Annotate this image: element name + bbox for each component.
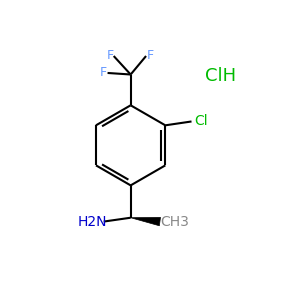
Text: F: F <box>146 49 154 62</box>
Text: F: F <box>99 67 106 80</box>
Text: H2N: H2N <box>77 214 107 229</box>
Text: ClH: ClH <box>205 67 236 85</box>
Text: CH3: CH3 <box>160 214 189 229</box>
Polygon shape <box>131 218 161 226</box>
Text: Cl: Cl <box>195 114 208 128</box>
Text: F: F <box>106 49 113 62</box>
